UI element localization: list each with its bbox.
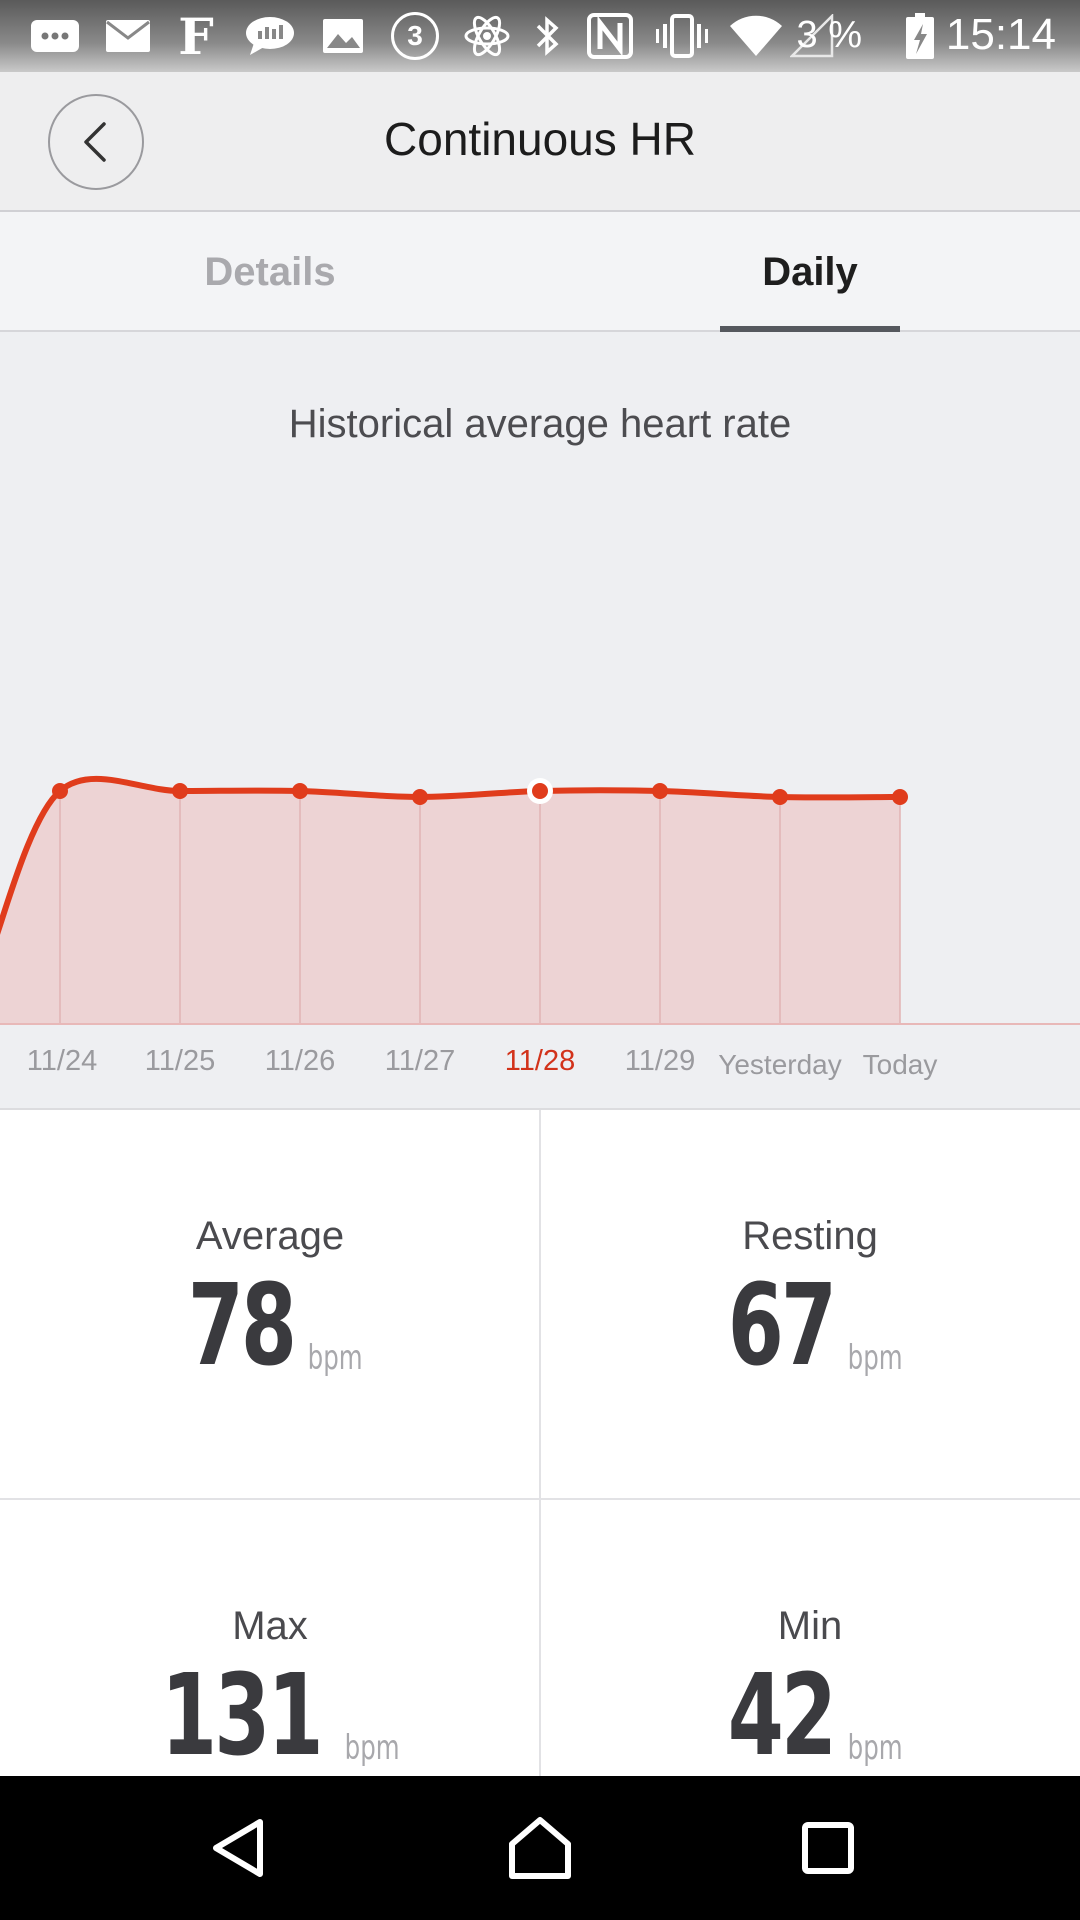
back-triangle-icon [213, 1819, 263, 1877]
x-axis-tick-label[interactable]: Yesterday [718, 1049, 842, 1080]
system-nav-bar [0, 1776, 1080, 1920]
counter-icon: 3 [388, 12, 442, 60]
nav-back-button[interactable] [190, 1798, 290, 1898]
chart-point[interactable] [412, 789, 428, 805]
nav-recents-button[interactable] [778, 1798, 878, 1898]
x-axis-tick-label[interactable]: 11/28 [505, 1045, 575, 1077]
gallery-icon [320, 12, 366, 60]
battery-icon [902, 12, 938, 60]
back-button[interactable] [48, 94, 144, 190]
stats-grid: Average 78 bpm Resting 67 bpm Max 131 bp… [0, 1108, 1080, 1778]
stat-max: Max 131 bpm [0, 1500, 540, 1890]
f-app-icon: F [178, 6, 214, 66]
vibrate-icon [654, 12, 710, 60]
app-bar: Continuous HR [0, 72, 1080, 212]
wifi-icon [728, 12, 784, 60]
stat-resting-label: Resting [742, 1214, 878, 1258]
chart-title: Historical average heart rate [288, 402, 792, 446]
clock: 15:14 [945, 10, 1056, 59]
stat-average: Average 78 bpm [0, 1110, 540, 1500]
stat-min: Min 42 bpm [540, 1500, 1080, 1890]
stats-vertical-divider [539, 1110, 541, 1778]
chart-section: Historical average heart rate 11/24 11/25… [0, 334, 1080, 1108]
page-title: Continuous HR [384, 113, 696, 165]
recents-icon [802, 1822, 854, 1874]
stat-average-value: 78 [187, 1261, 297, 1391]
chart-area-fill [0, 778, 900, 1024]
chart-point-selected[interactable] [532, 783, 548, 799]
stats-horizontal-divider [0, 1498, 1080, 1500]
x-axis-tick-label[interactable]: 11/25 [145, 1045, 215, 1077]
atom-icon [462, 12, 512, 60]
stat-resting-value: 67 [727, 1261, 837, 1391]
chart-point[interactable] [52, 783, 68, 799]
stat-average-unit: bpm [307, 1338, 363, 1378]
x-axis-tick-label[interactable]: 11/26 [265, 1045, 335, 1077]
chart-series-line [0, 775, 903, 935]
nav-home-button[interactable] [490, 1798, 590, 1898]
chart-point[interactable] [652, 783, 668, 799]
status-bar: F 3 3 % 15:14 [0, 0, 1080, 72]
stat-average-label: Average [195, 1214, 345, 1258]
stat-resting: Resting 67 bpm [540, 1110, 1080, 1500]
notification-badge: 3 [391, 12, 439, 60]
mail-icon [102, 12, 154, 60]
chart-point[interactable] [772, 789, 788, 805]
tab-selected-indicator [720, 326, 900, 332]
stat-resting-unit: bpm [847, 1338, 903, 1378]
stat-min-label: Min [777, 1604, 843, 1648]
stat-min-value: 42 [727, 1651, 837, 1781]
chevron-left-icon [84, 122, 106, 162]
x-axis-tick-label[interactable]: Today [863, 1049, 938, 1080]
chart-point[interactable] [172, 783, 188, 799]
bluetooth-icon [530, 12, 566, 60]
battery-percent: 3 % [796, 14, 862, 56]
x-axis-tick-label[interactable]: 11/29 [625, 1045, 695, 1077]
stat-max-unit: bpm [344, 1728, 400, 1768]
stat-max-value: 131 [161, 1651, 324, 1781]
nfc-icon [584, 12, 636, 60]
tab-details[interactable]: Details [204, 249, 336, 294]
x-axis-tick-label[interactable]: 11/24 [27, 1045, 97, 1077]
tab-bar: Details Daily [0, 212, 1080, 332]
chart-point[interactable] [892, 789, 908, 805]
tab-daily[interactable]: Daily [762, 249, 858, 294]
messenger-icon [242, 12, 298, 60]
stat-max-label: Max [232, 1604, 308, 1648]
heart-rate-chart[interactable]: 11/24 11/25 11/26 11/27 11/28 11/29 Yesterday T… [0, 334, 1080, 1108]
chart-point[interactable] [292, 783, 308, 799]
stat-min-unit: bpm [847, 1728, 903, 1768]
home-icon [509, 1817, 571, 1879]
x-axis-tick-label[interactable]: 11/27 [385, 1045, 455, 1077]
chat-more-icon [28, 12, 82, 60]
signal-icon [788, 12, 836, 60]
